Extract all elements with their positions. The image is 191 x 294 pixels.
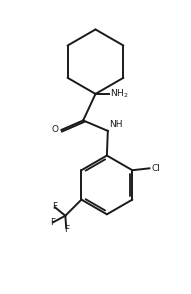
Text: O: O: [52, 126, 58, 134]
Text: F: F: [50, 218, 56, 227]
Text: NH$_2$: NH$_2$: [110, 88, 128, 100]
Text: F: F: [64, 225, 69, 234]
Text: F: F: [52, 202, 57, 211]
Text: NH: NH: [109, 120, 122, 129]
Text: Cl: Cl: [151, 164, 160, 173]
